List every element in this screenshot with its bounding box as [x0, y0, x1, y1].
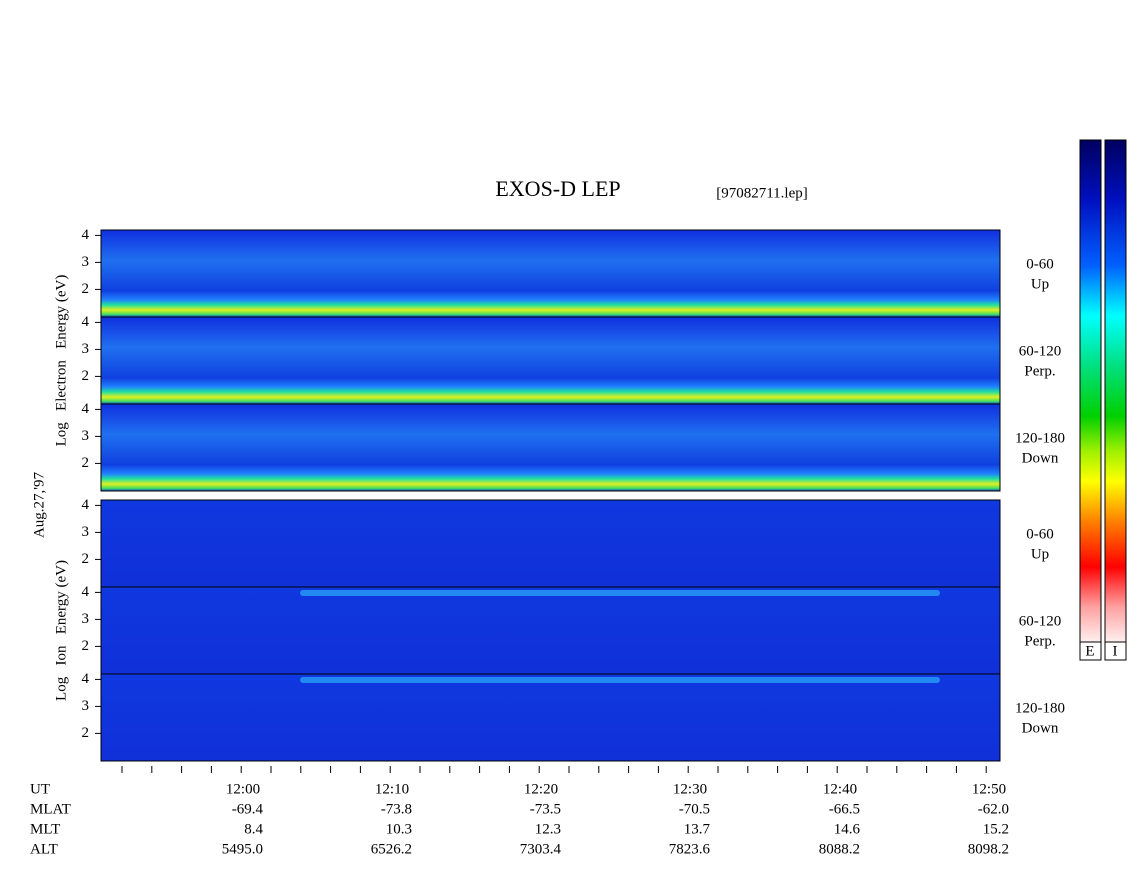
colorbar — [1079, 139, 1102, 643]
row-value: -62.0 — [978, 801, 1009, 817]
y-tick-label: 2 — [82, 725, 90, 741]
spectrogram-panel — [100, 316, 1001, 405]
row-value: 5495.0 — [222, 841, 263, 857]
row-value: 12.3 — [535, 821, 561, 837]
row-value: 8088.2 — [819, 841, 860, 857]
row-value: -73.8 — [381, 801, 412, 817]
colorbars: E I — [1079, 139, 1127, 661]
row-value: 12:10 — [375, 781, 409, 797]
y-tick-label: 2 — [82, 455, 90, 471]
panel-range: 120-180 — [1015, 430, 1065, 446]
spectrogram-panel — [100, 586, 1001, 675]
colorbar-label: I — [1113, 643, 1118, 659]
spectrogram-panel — [100, 229, 1001, 318]
row-value: 7303.4 — [520, 841, 562, 857]
title: EXOS-D LEP — [495, 176, 620, 201]
panel-direction: Down — [1022, 720, 1059, 736]
row-value: 6526.2 — [371, 841, 412, 857]
row-value: -66.5 — [829, 801, 860, 817]
panel-direction: Up — [1031, 546, 1049, 562]
row-value: 15.2 — [983, 821, 1009, 837]
panel-direction: Up — [1031, 276, 1049, 292]
y-tick-label: 4 — [82, 314, 90, 330]
y-tick-label: 3 — [82, 698, 90, 714]
ion-band — [300, 677, 940, 683]
row-value: 12:50 — [972, 781, 1006, 797]
panel-direction: Perp. — [1024, 633, 1055, 649]
row-value: 12:00 — [226, 781, 260, 797]
row-label: UT — [30, 781, 50, 797]
row-value: -69.4 — [232, 801, 264, 817]
panel-range: 60-120 — [1019, 343, 1062, 359]
date: Aug.27,'97 — [31, 471, 47, 538]
row-value: 12:40 — [823, 781, 857, 797]
row-value: -73.5 — [530, 801, 561, 817]
y-tick-label: 2 — [82, 551, 90, 567]
row-value: -70.5 — [679, 801, 710, 817]
row-value: 12:30 — [673, 781, 707, 797]
row-value: 13.7 — [684, 821, 711, 837]
spectrogram-panel — [100, 499, 1001, 588]
y-tick-label: 2 — [82, 281, 90, 297]
panel-direction: Down — [1022, 450, 1059, 466]
row-value: 8098.2 — [968, 841, 1009, 857]
y-tick-label: 3 — [82, 524, 90, 540]
y-axis-label: Log Electron Energy (eV) — [53, 275, 69, 447]
spectrogram-panel — [100, 673, 1001, 762]
y-tick-label: 3 — [82, 341, 90, 357]
y-tick-label: 2 — [82, 368, 90, 384]
row-value: 8.4 — [244, 821, 263, 837]
row-value: 14.6 — [834, 821, 861, 837]
row-label: ALT — [30, 841, 58, 857]
row-label: MLT — [30, 821, 60, 837]
row-value: 10.3 — [386, 821, 412, 837]
y-tick-label: 2 — [82, 638, 90, 654]
panel-range: 0-60 — [1026, 256, 1054, 272]
y-tick-label: 4 — [82, 671, 90, 687]
y-tick-label: 4 — [82, 497, 90, 513]
colorbar-box — [1079, 641, 1102, 661]
row-value: 7823.6 — [669, 841, 711, 857]
row-label: MLAT — [30, 801, 71, 817]
y-tick-label: 3 — [82, 254, 90, 270]
colorbar — [1104, 139, 1127, 643]
colorbar-box — [1104, 641, 1127, 661]
panel-range: 120-180 — [1015, 700, 1065, 716]
y-tick-label: 4 — [82, 584, 90, 600]
y-tick-label: 3 — [82, 428, 90, 444]
panel-direction: Perp. — [1024, 363, 1055, 379]
row-value: 12:20 — [524, 781, 558, 797]
panel-range: 0-60 — [1026, 526, 1054, 542]
y-tick-label: 3 — [82, 611, 90, 627]
file-name: [97082711.lep] — [716, 185, 808, 201]
y-tick-label: 4 — [82, 401, 90, 417]
y-axis-label: Log Ion Energy (eV) — [53, 560, 69, 701]
panel-range: 60-120 — [1019, 613, 1062, 629]
y-tick-label: 4 — [82, 227, 90, 243]
ion-band — [300, 590, 940, 596]
spectrogram-panel — [100, 403, 1001, 492]
colorbar-label: E — [1085, 643, 1094, 659]
